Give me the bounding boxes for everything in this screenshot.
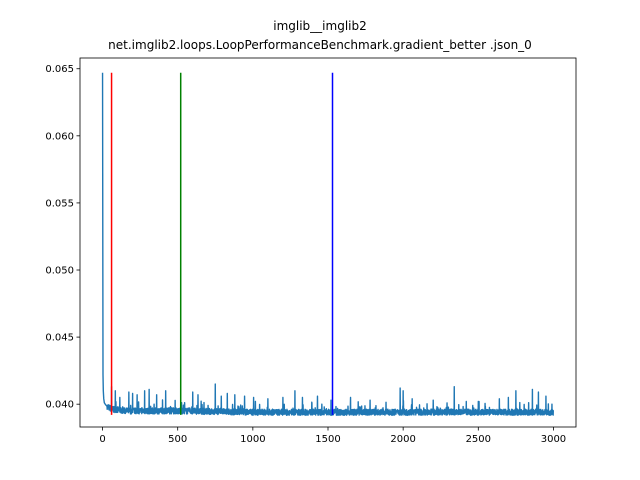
y-tick-label: 0.060	[45, 131, 74, 142]
chart-title: imglib__imglib2	[273, 19, 367, 33]
x-tick-label: 2500	[466, 434, 491, 445]
x-tick-label: 3000	[541, 434, 566, 445]
plot-area	[101, 72, 554, 416]
y-tick-label: 0.065	[45, 64, 74, 75]
x-axis-ticks: 0 500 1000 1500 2000 2500 3000	[99, 427, 566, 445]
chart-subtitle: net.imglib2.loops.LoopPerformanceBenchma…	[108, 38, 532, 52]
y-tick-label: 0.055	[45, 198, 74, 209]
y-tick-label: 0.050	[45, 266, 74, 277]
series-line	[101, 72, 554, 416]
y-tick-label: 0.040	[45, 400, 74, 411]
x-tick-label: 0	[99, 434, 105, 445]
vertical-lines	[110, 72, 334, 415]
x-tick-label: 500	[168, 434, 187, 445]
x-tick-label: 1000	[240, 434, 265, 445]
series-layer	[101, 72, 554, 416]
y-tick-label: 0.045	[45, 333, 74, 344]
x-tick-label: 2000	[390, 434, 415, 445]
x-tick-label: 1500	[315, 434, 340, 445]
y-axis-ticks: 0.040 0.045 0.050 0.055 0.060 0.065	[45, 64, 80, 411]
